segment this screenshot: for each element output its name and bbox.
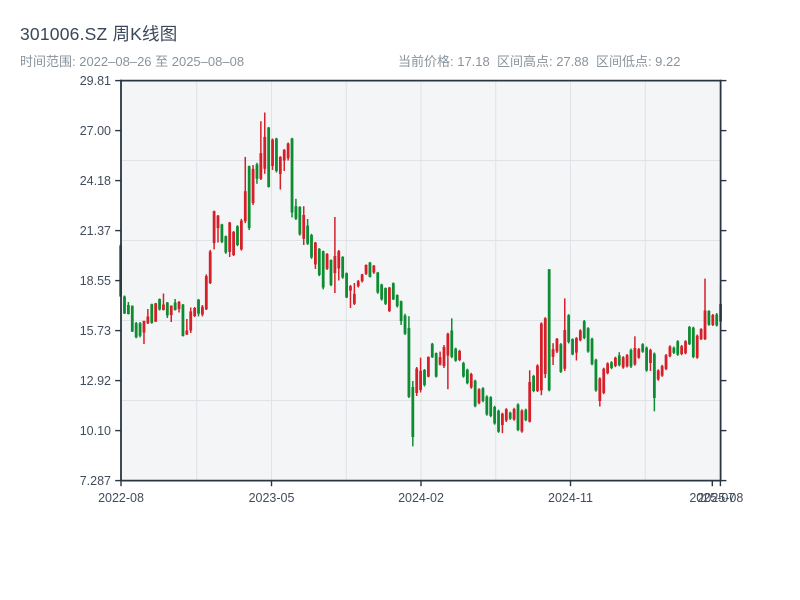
svg-text:24.18: 24.18 <box>80 174 111 188</box>
svg-text:29.81: 29.81 <box>80 74 111 88</box>
svg-text:2023-05: 2023-05 <box>249 491 295 505</box>
svg-text:18.55: 18.55 <box>80 274 111 288</box>
svg-text:12.92: 12.92 <box>80 374 111 388</box>
svg-text:2024-02: 2024-02 <box>398 491 444 505</box>
svg-text:2022-08: 2022-08 <box>98 491 144 505</box>
svg-text:27.00: 27.00 <box>80 124 111 138</box>
svg-text:7.287: 7.287 <box>80 474 111 488</box>
svg-text:21.37: 21.37 <box>80 224 111 238</box>
svg-text:2025-08: 2025-08 <box>697 491 743 505</box>
svg-text:2025-07: 2025-07 <box>689 491 735 505</box>
svg-text:10.10: 10.10 <box>80 424 111 438</box>
svg-text:15.73: 15.73 <box>80 324 111 338</box>
svg-text:2024-11: 2024-11 <box>548 491 593 505</box>
